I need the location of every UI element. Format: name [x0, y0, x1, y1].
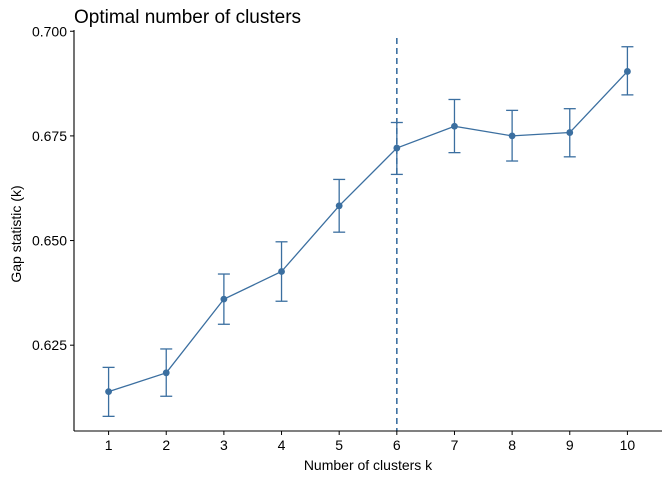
x-tick-label: 9	[566, 437, 574, 453]
x-tick-label: 8	[508, 437, 516, 453]
data-point	[451, 122, 458, 130]
x-tick-label: 3	[220, 437, 228, 453]
x-tick-label: 6	[393, 437, 401, 453]
plot-area	[102, 38, 634, 431]
y-tick-label: 0.700	[32, 23, 67, 39]
x-tick-label: 1	[105, 437, 113, 453]
x-axis-ticks: 1 2 3 4 5 6 7 8 9 10	[105, 431, 636, 453]
data-point	[335, 202, 343, 210]
y-tick-label: 0.625	[32, 337, 67, 353]
y-axis-ticks: 0.625 0.650 0.675 0.700	[32, 23, 74, 353]
x-axis-title: Number of clusters k	[304, 457, 433, 473]
y-tick-label: 0.675	[32, 128, 67, 144]
y-tick-label: 0.650	[32, 233, 67, 249]
x-tick-label: 2	[162, 437, 170, 453]
data-point	[278, 268, 285, 275]
x-tick-label: 10	[620, 437, 636, 453]
x-tick-label: 7	[451, 437, 459, 453]
data-point	[508, 132, 516, 140]
y-axis-title: Gap statistic (k)	[8, 185, 24, 282]
x-tick-label: 4	[278, 437, 286, 453]
data-point	[624, 68, 631, 75]
chart-title: Optimal number of clusters	[74, 7, 301, 28]
data-point	[220, 295, 228, 303]
series-line	[108, 70, 628, 393]
x-tick-label: 5	[335, 437, 343, 453]
data-point	[566, 129, 574, 136]
data-point	[162, 369, 170, 377]
data-point	[105, 388, 112, 396]
